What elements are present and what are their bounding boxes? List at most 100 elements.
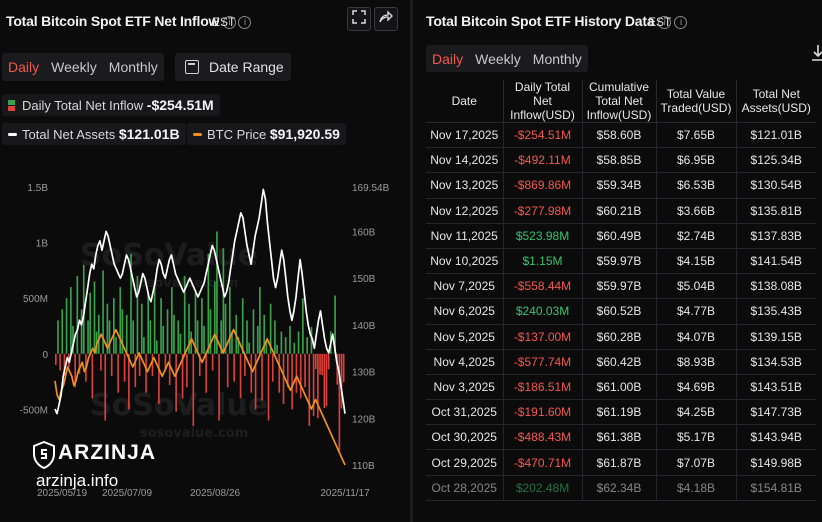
tab-daily[interactable]: Daily [432, 50, 464, 67]
table-row[interactable]: Nov 14,2025 -$492.11M $58.85B $6.95B $125.34… [426, 147, 816, 174]
cell-net-assets: $121.01B [735, 122, 816, 149]
tab-weekly[interactable]: Weekly [51, 59, 97, 75]
cell-daily-inflow: $1.15M [502, 248, 582, 275]
info-icon[interactable]: i [238, 16, 252, 29]
cell-net-assets: $143.51B [735, 374, 816, 401]
inflow-bar [173, 314, 175, 354]
cell-date: Nov 3,2025 [426, 374, 503, 401]
cell-cumulative-inflow: $60.28B [581, 324, 656, 350]
table-row[interactable]: Oct 28,2025 $202.48M $62.34B $4.18B $154.81B [426, 475, 816, 501]
table-row[interactable]: Oct 29,2025 -$470.71M $61.87B $7.07B $149.98… [426, 449, 816, 476]
table-row[interactable]: Nov 17,2025 -$254.51M $58.60B $7.65B $121.01… [426, 122, 816, 149]
inflow-bar [183, 275, 186, 354]
table-row[interactable]: Nov 3,2025 -$186.51M $61.00B $4.69B $143.51B [426, 374, 816, 401]
inflow-bar [175, 353, 177, 412]
inflow-bar [151, 353, 154, 377]
inflow-bar [222, 248, 225, 354]
line-swatch-icon [193, 133, 202, 136]
table-row[interactable]: Oct 31,2025 -$191.60M $61.19B $4.25B $147.73… [426, 399, 816, 426]
table-row[interactable]: Nov 11,2025 $523.98M $60.49B $2.74B $137.83B [426, 223, 816, 249]
inflow-bar [190, 331, 192, 354]
download-icon[interactable] [811, 44, 822, 62]
col-value-traded[interactable]: Total Value Traded(USD) [655, 80, 736, 123]
table-row[interactable]: Nov 4,2025 -$577.74M $60.42B $8.93B $134.53B [426, 349, 816, 375]
inflow-bar [218, 353, 220, 421]
col-net-assets[interactable]: Total Net Assets(USD) [735, 80, 816, 123]
cell-value-traded: $4.15B [655, 248, 736, 275]
table-row[interactable]: Nov 7,2025 -$558.44M $59.97B $5.04B $138.08B [426, 273, 816, 300]
legend-btc-price[interactable]: BTC Price $91,920.59 [187, 123, 346, 145]
date-range-button[interactable]: Date Range [175, 53, 291, 81]
right-tick-label: 150B [352, 274, 376, 285]
inflow-bar [321, 353, 324, 376]
inflow-bar [162, 326, 165, 354]
table-row[interactable]: Nov 5,2025 -$137.00M $60.28B $4.07B $139.15B [426, 324, 816, 350]
inflow-chart[interactable]: SoSoValuesosovalue.comSoSoValuesosovalue… [0, 175, 405, 505]
share-icon [379, 10, 393, 23]
brand-name: ARZINJA [58, 441, 157, 464]
col-cumulative-inflow[interactable]: Cumulative Total Net Inflow(USD) [581, 80, 656, 123]
net-assets-line [54, 188, 346, 415]
inflow-bar [244, 353, 246, 377]
cell-date: Nov 17,2025 [426, 122, 503, 149]
table-row[interactable]: Nov 13,2025 -$869.86M $59.34B $6.53B $130.54… [426, 172, 816, 199]
legend-net-inflow[interactable]: Daily Total Net Inflow -$254.51M [2, 94, 220, 116]
legend-net-assets[interactable]: Total Net Assets $121.01B [2, 123, 186, 145]
x-axis: 2025/05/19 2025/07/09 2025/08/26 2025/11/17 [37, 488, 370, 499]
inflow-bar [177, 320, 180, 354]
inflow-bar [100, 353, 102, 371]
table-header-row: Date Daily Total Net Inflow(USD) Cumulat… [426, 80, 816, 123]
cell-date: Nov 7,2025 [426, 273, 503, 300]
cell-net-assets: $125.34B [735, 147, 816, 174]
panel-title: Total Bitcoin Spot ETF Net Inflow i [6, 13, 236, 29]
table-row[interactable]: Nov 6,2025 $240.03M $60.52B $4.77B $135.43B [426, 298, 816, 325]
tab-weekly[interactable]: Weekly [475, 50, 521, 67]
right-tick-label: 120B [352, 414, 376, 425]
left-tick-label: 1B [36, 239, 49, 250]
cell-cumulative-inflow: $60.21B [581, 198, 656, 224]
brand-url: arzinja.info [36, 471, 119, 490]
panel-divider [410, 0, 413, 522]
tab-monthly[interactable]: Monthly [532, 50, 582, 67]
table-row[interactable]: Oct 30,2025 -$488.43M $61.38B $5.17B $143.94… [426, 424, 816, 451]
fullscreen-button[interactable] [347, 7, 371, 31]
inflow-bar [293, 342, 296, 354]
inflow-bar [323, 353, 326, 409]
cell-date: Nov 5,2025 [426, 324, 503, 350]
info-icon[interactable]: i [658, 16, 672, 29]
cell-date: Nov 12,2025 [426, 198, 503, 224]
inflow-bar [314, 353, 317, 370]
period-tabs: Daily Weekly Monthly [426, 45, 588, 72]
net-inflow-panel: Total Bitcoin Spot ETF Net Inflow i EST … [0, 0, 405, 522]
inflow-bar [76, 275, 79, 354]
inflow-bar [274, 320, 276, 354]
inflow-bar [164, 353, 167, 371]
table-row[interactable]: Nov 12,2025 -$277.98M $60.21B $3.66B $135.81… [426, 198, 816, 224]
col-date[interactable]: Date [426, 80, 503, 123]
table-row[interactable]: Nov 10,2025 $1.15M $59.97B $4.15B $141.54B [426, 248, 816, 275]
info-icon[interactable]: i [674, 16, 688, 29]
panel-title: Total Bitcoin Spot ETF History Data i [426, 13, 672, 29]
right-tick-label: 160B [352, 228, 376, 239]
cell-net-assets: $135.81B [735, 198, 816, 224]
right-tick-label: 110B [352, 461, 375, 472]
table-body: Nov 17,2025 -$254.51M $58.60B $7.65B $121.01… [426, 122, 816, 501]
cell-daily-inflow: -$254.51M [502, 122, 582, 149]
share-button[interactable] [374, 7, 398, 31]
tab-daily[interactable]: Daily [8, 59, 40, 75]
cell-daily-inflow: -$577.74M [502, 349, 582, 375]
inflow-bar [297, 331, 300, 354]
info-icon[interactable]: i [222, 16, 236, 29]
inflow-bar [63, 353, 66, 377]
inflow-bar [128, 353, 130, 410]
inflow-bar [319, 353, 321, 375]
cell-date: Nov 13,2025 [426, 172, 503, 199]
left-axis: 1.5B 1B 500M 0 -500M [20, 183, 49, 416]
left-tick-label: 0 [42, 350, 48, 361]
inflow-bar [168, 353, 171, 385]
inflow-bar [132, 320, 134, 354]
col-daily-inflow[interactable]: Daily Total Net Inflow(USD) [502, 80, 582, 123]
inflow-bar [74, 353, 76, 388]
cell-value-traded: $6.95B [655, 147, 736, 174]
tab-monthly[interactable]: Monthly [108, 59, 158, 75]
